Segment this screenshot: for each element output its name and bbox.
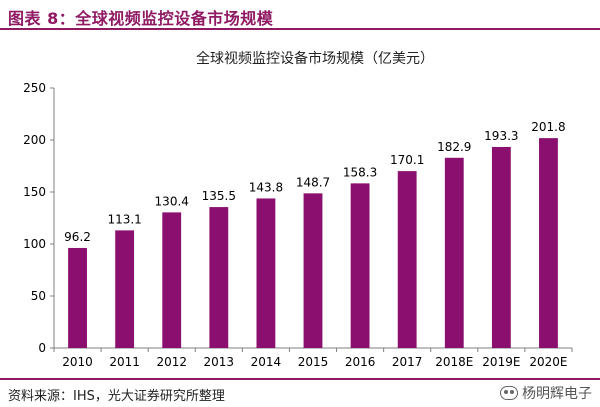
- x-tick-label-2018E: 2018E: [435, 355, 473, 369]
- x-tick-label-2019E: 2019E: [482, 355, 520, 369]
- figure-footer: 资料来源：IHS，光大证券研究所整理 杨明辉电子: [0, 378, 600, 407]
- data-label-2015: 148.7: [296, 175, 330, 189]
- source-note: 资料来源：IHS，光大证券研究所整理: [8, 389, 225, 404]
- data-label-2017: 170.1: [390, 153, 424, 167]
- footer-rule: [0, 378, 600, 380]
- x-tick-label-2013: 2013: [204, 355, 235, 369]
- figure-header: 图表 8：全球视频监控设备市场规模: [0, 0, 600, 30]
- data-label-2013: 135.5: [202, 189, 236, 203]
- data-label-2014: 143.8: [249, 180, 283, 194]
- chart-title: 全球视频监控设备市场规模（亿美元）: [196, 50, 434, 67]
- bar-2019E: [491, 146, 511, 348]
- y-tick-label: 0: [38, 341, 46, 355]
- figure-title: 图表 8：全球视频监控设备市场规模: [8, 9, 274, 28]
- x-tick-label-2016: 2016: [345, 355, 376, 369]
- header-rule: [0, 28, 600, 30]
- data-label-2020E: 201.8: [531, 120, 565, 134]
- bar-2010: [68, 247, 87, 348]
- bar-2011: [115, 230, 135, 348]
- bar-2012: [162, 212, 182, 348]
- watermark: 杨明辉电子: [500, 383, 592, 403]
- y-tick-label: 100: [23, 237, 46, 251]
- bars: [68, 138, 558, 348]
- bar-2015: [303, 193, 323, 348]
- watermark-text: 杨明辉电子: [522, 386, 592, 402]
- bar-2017: [397, 171, 417, 348]
- bar-2014: [256, 198, 276, 348]
- bar-2020E: [539, 138, 558, 348]
- y-axis: 0 50 100 150 200 250: [23, 81, 55, 355]
- x-tick-label-2015: 2015: [298, 355, 329, 369]
- y-tick-label: 200: [23, 133, 46, 147]
- x-tick-label-2011: 2011: [109, 355, 140, 369]
- x-tick-label-2010: 2010: [62, 355, 93, 369]
- data-label-2016: 158.3: [343, 165, 377, 179]
- y-tick-label: 250: [23, 81, 46, 95]
- x-tick-label-2017: 2017: [392, 355, 423, 369]
- data-labels: 96.2 113.1 130.4 135.5 143.8 148.7 158.3 170.1 1…: [64, 120, 565, 244]
- wechat-icon: [500, 386, 518, 400]
- y-tick-label: 50: [31, 289, 46, 303]
- x-tick-label-2020E: 2020E: [529, 355, 567, 369]
- x-tick-label-2012: 2012: [156, 355, 187, 369]
- data-label-2019E: 193.3: [484, 129, 518, 143]
- bar-2018E: [444, 157, 464, 348]
- x-axis: 2010 2011 2012 2013 2014 2015 2016 2017 2018E 201…: [53, 347, 573, 369]
- bar-2016: [350, 183, 370, 348]
- data-label-2012: 130.4: [155, 194, 189, 208]
- data-label-2011: 113.1: [107, 212, 141, 226]
- data-label-2018E: 182.9: [437, 140, 471, 154]
- bar-2013: [209, 207, 229, 348]
- x-tick-label-2014: 2014: [251, 355, 282, 369]
- y-tick-label: 150: [23, 185, 46, 199]
- data-label-2010: 96.2: [64, 230, 91, 244]
